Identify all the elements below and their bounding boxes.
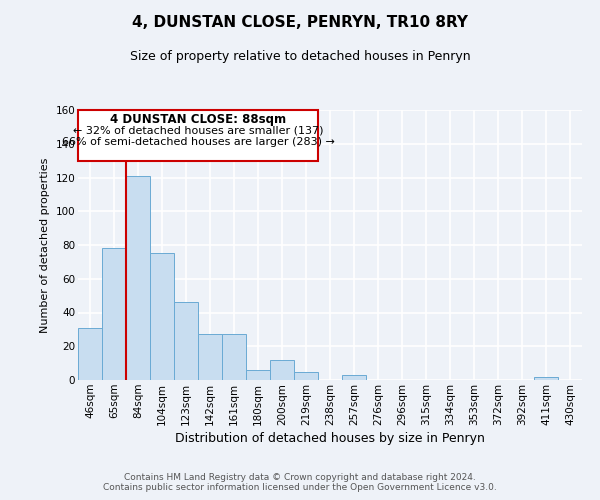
Bar [174,302,198,380]
Bar [126,176,150,380]
Text: 4, DUNSTAN CLOSE, PENRYN, TR10 8RY: 4, DUNSTAN CLOSE, PENRYN, TR10 8RY [132,15,468,30]
Text: Contains HM Land Registry data © Crown copyright and database right 2024.: Contains HM Land Registry data © Crown c… [124,474,476,482]
Text: Contains public sector information licensed under the Open Government Licence v3: Contains public sector information licen… [103,484,497,492]
Text: Size of property relative to detached houses in Penryn: Size of property relative to detached ho… [130,50,470,63]
Bar [534,376,558,380]
Bar [222,334,246,380]
Bar [150,254,174,380]
Bar [198,334,222,380]
Bar [78,328,102,380]
Bar [342,375,366,380]
Text: 66% of semi-detached houses are larger (283) →: 66% of semi-detached houses are larger (… [62,137,334,147]
Text: ← 32% of detached houses are smaller (137): ← 32% of detached houses are smaller (13… [73,125,323,135]
X-axis label: Distribution of detached houses by size in Penryn: Distribution of detached houses by size … [175,432,485,445]
Y-axis label: Number of detached properties: Number of detached properties [40,158,50,332]
Text: 4 DUNSTAN CLOSE: 88sqm: 4 DUNSTAN CLOSE: 88sqm [110,114,286,126]
Bar [270,360,294,380]
Bar [294,372,318,380]
Bar [78,110,318,160]
Bar [102,248,126,380]
Bar [246,370,270,380]
